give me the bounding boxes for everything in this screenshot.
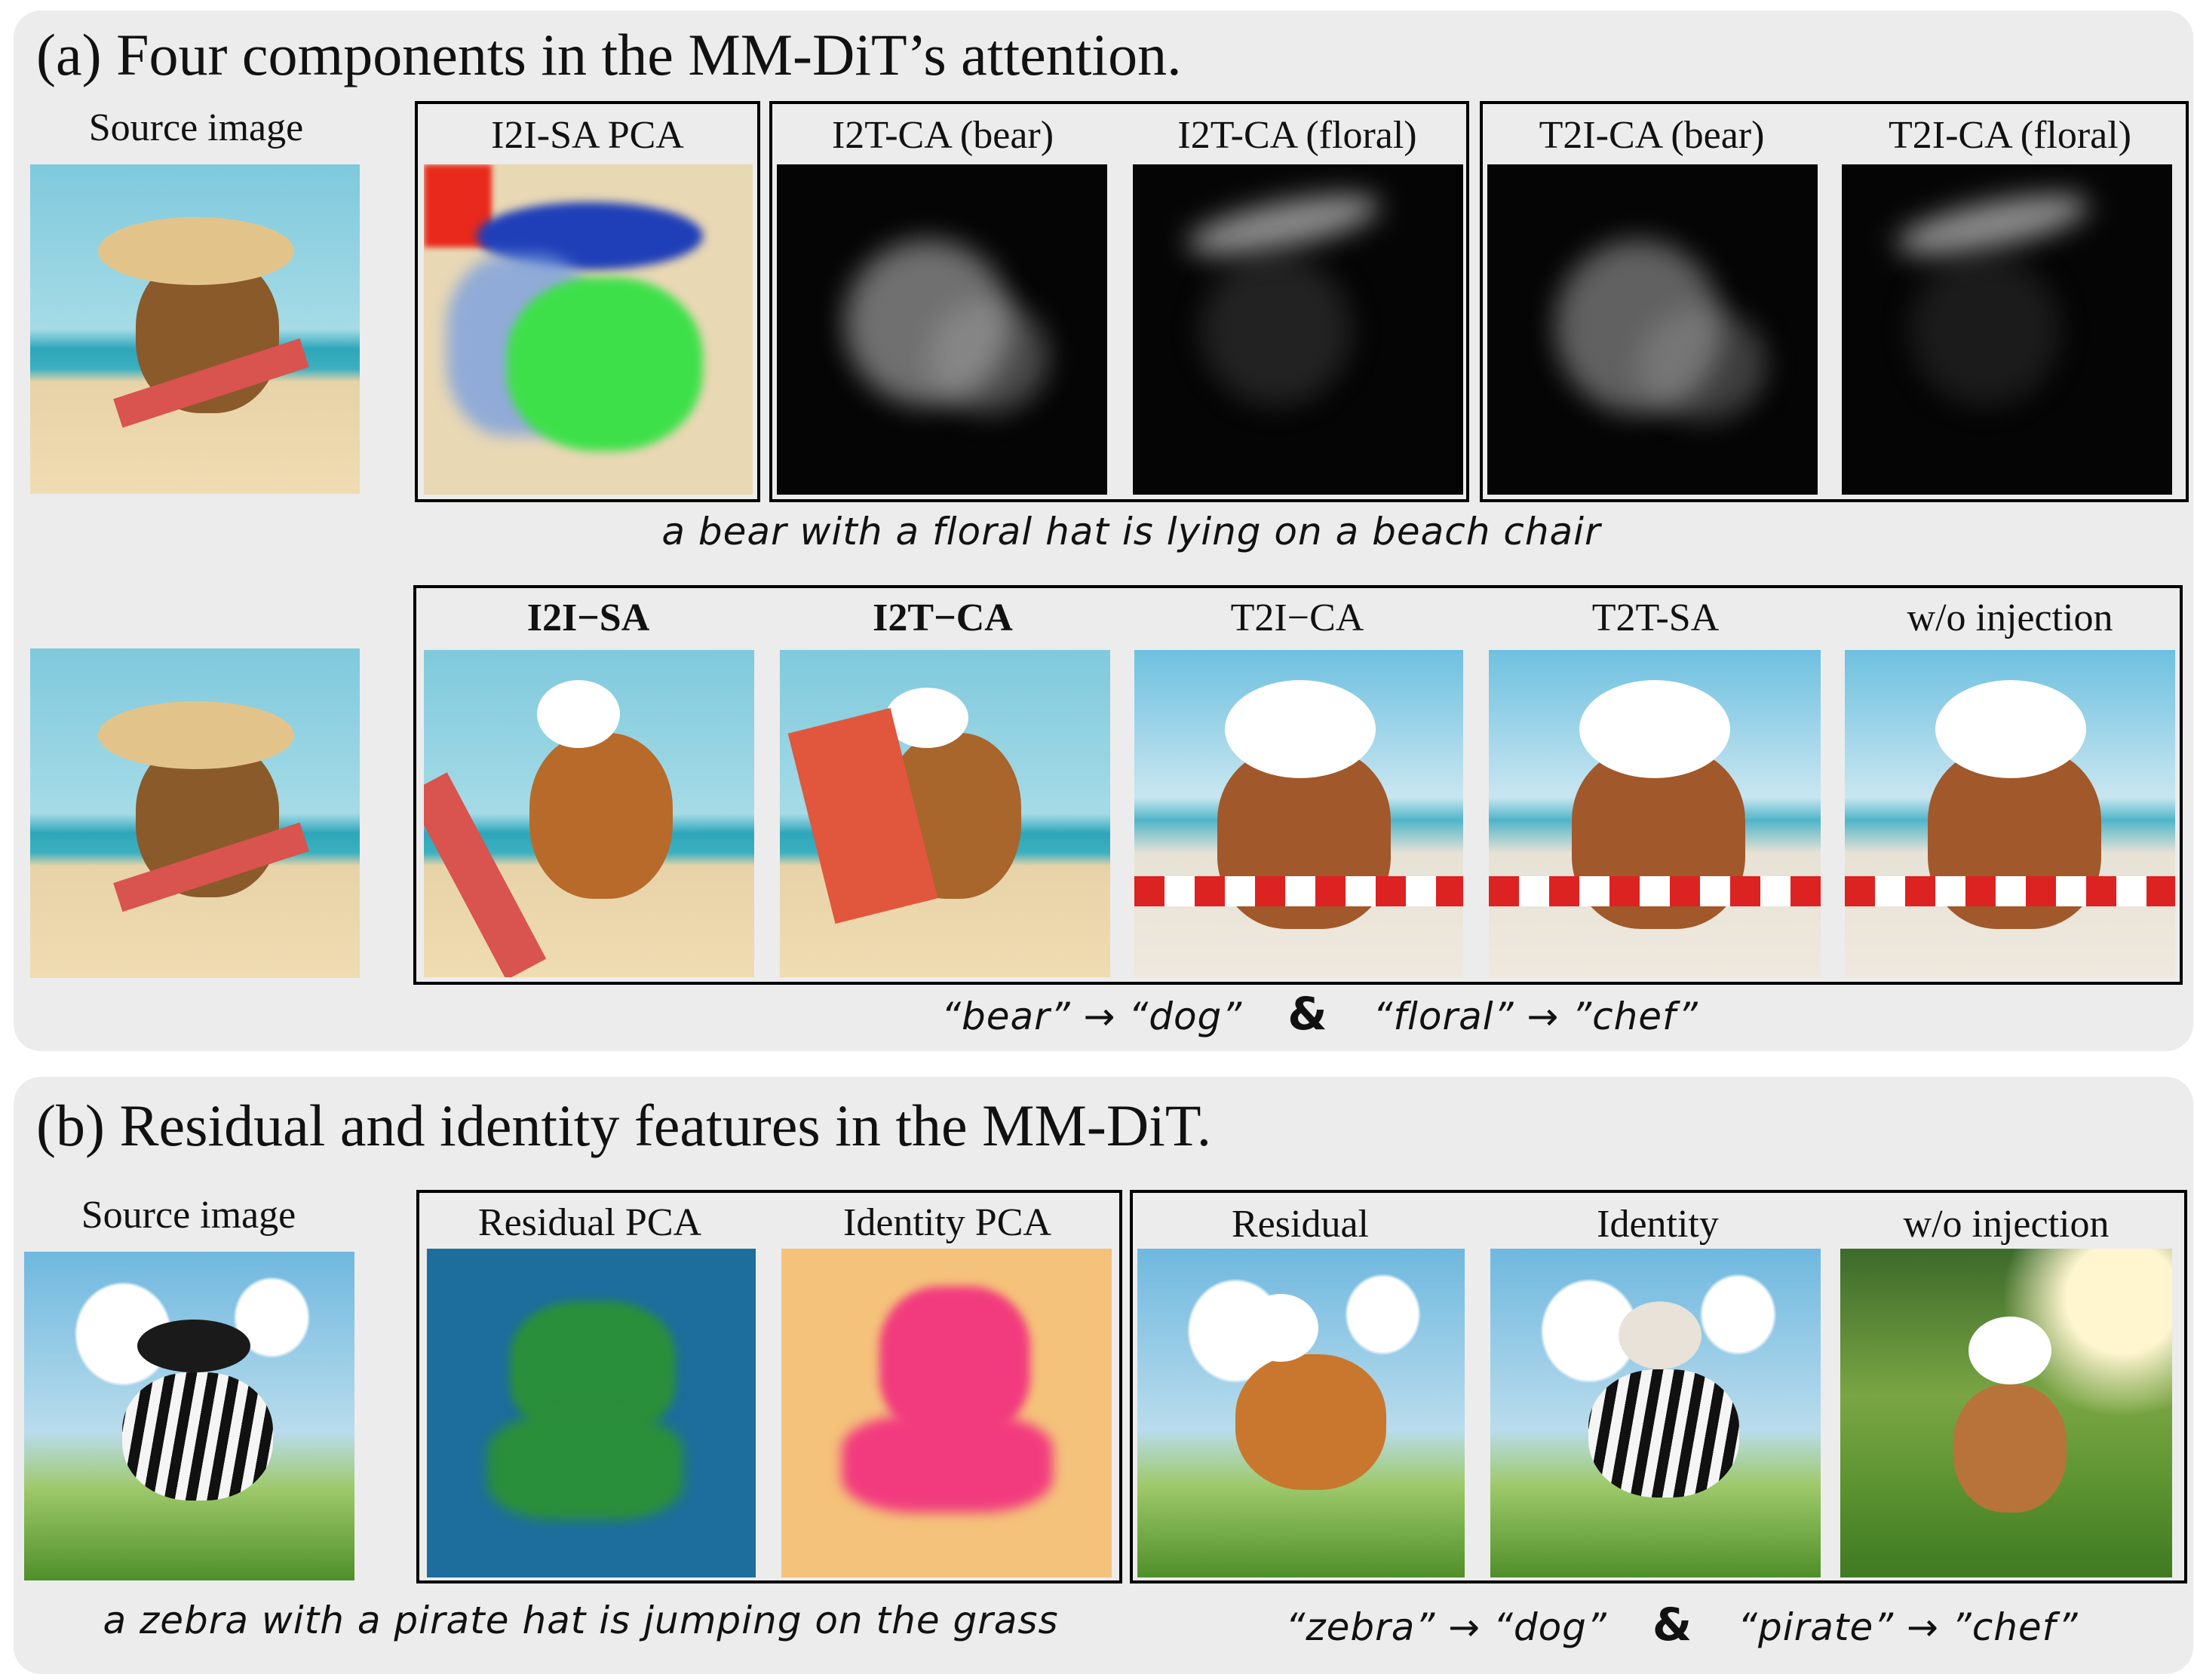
edit-caption-b: “zebra” → “dog” & “pirate” → ”chef” [1192,1599,2172,1651]
result-i2t-ca [780,650,1110,977]
frame-edit-results-a [413,585,2183,985]
result-wo-injection-a [1845,650,2175,977]
source-image-bear [30,164,360,494]
label-i2i-sa-pca: I2I-SA PCA [491,114,684,157]
edit-a-amp: & [1287,988,1328,1041]
frame-results-b [1130,1190,2187,1583]
heatmap-t2i-ca-floral [1842,164,2172,495]
label-i2t-ca: I2T−CA [873,596,1013,639]
frame-i2t-ca [769,101,1469,502]
label-wo-injection-b: w/o injection [1903,1203,2110,1246]
source-image-bear-2 [30,648,360,978]
label-t2i-ca-floral: T2I-CA (floral) [1888,114,2131,157]
result-residual [1137,1249,1465,1577]
edit-a-left: “bear” → “dog” [941,995,1243,1038]
label-wo-injection-a: w/o injection [1907,596,2113,639]
label-i2t-ca-floral: I2T-CA (floral) [1177,114,1417,157]
frame-t2i-ca [1480,101,2189,502]
label-t2t-sa: T2T-SA [1591,596,1720,639]
label-residual: Residual [1232,1203,1369,1246]
pca-map-identity [781,1249,1112,1577]
label-identity: Identity [1597,1203,1719,1246]
section-a-title: (a) Four components in the MM-DiT’s atte… [36,22,1182,87]
label-identity-pca: Identity PCA [843,1201,1051,1244]
source-image-zebra [24,1252,354,1580]
label-i2i-sa: I2I−SA [526,596,650,639]
pca-map-i2i-sa [424,164,753,495]
heatmap-i2t-ca-bear [777,164,1107,495]
section-b-title: (b) Residual and identity features in th… [36,1093,1212,1158]
result-wo-injection-b [1840,1249,2172,1577]
heatmap-i2t-ca-floral [1133,164,1463,495]
result-t2t-sa [1489,650,1821,977]
result-identity [1490,1249,1821,1577]
edit-b-amp: & [1652,1599,1693,1651]
source-image-label-b: Source image [81,1194,296,1237]
edit-b-right: “pirate” → ”chef” [1738,1605,2079,1649]
frame-pca-b [416,1190,1122,1583]
edit-caption-a: “bear” → “dog” & “floral” → ”chef” [754,988,1886,1041]
label-residual-pca: Residual PCA [477,1201,702,1244]
pca-map-residual [427,1249,756,1577]
label-t2i-ca-bear: T2I-CA (bear) [1539,114,1765,157]
prompt-caption-a: a bear with a floral hat is lying on a b… [661,510,1601,553]
prompt-caption-b: a zebra with a pirate hat is jumping on … [103,1599,1059,1642]
heatmap-t2i-ca-bear [1487,164,1818,495]
result-t2i-ca [1134,650,1463,977]
frame-i2i-sa-pca [415,101,760,502]
result-i2i-sa [424,650,754,977]
label-i2t-ca-bear: I2T-CA (bear) [831,114,1054,157]
source-image-label-a: Source image [88,106,304,149]
edit-a-right: “floral” → ”chef” [1373,995,1698,1038]
label-t2i-ca: T2I−CA [1230,596,1364,639]
edit-b-left: “zebra” → “dog” [1285,1605,1607,1649]
